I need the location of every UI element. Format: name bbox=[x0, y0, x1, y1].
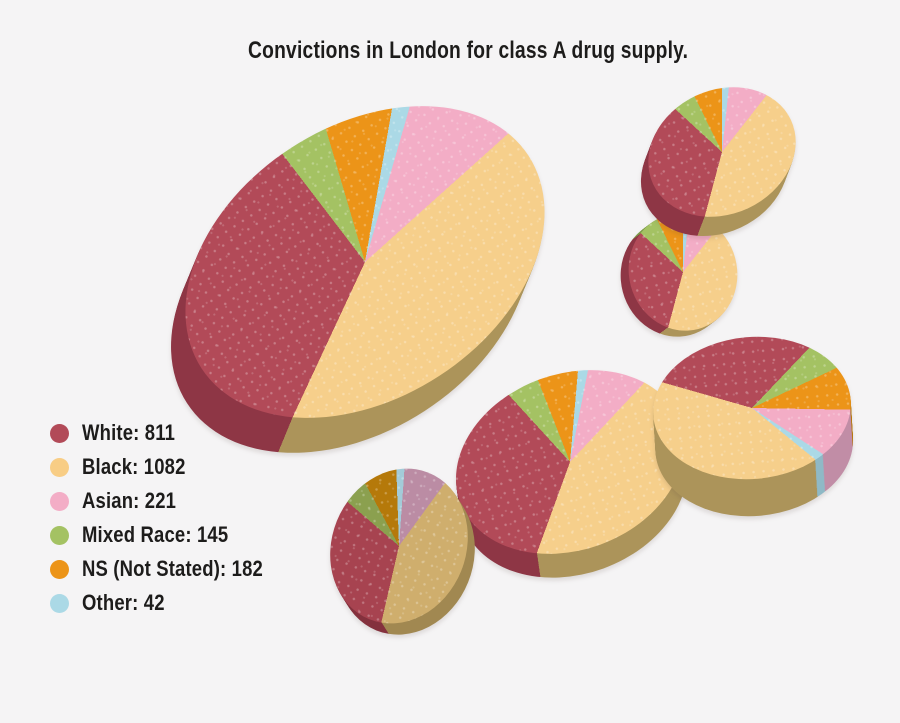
pie-right-large bbox=[647, 328, 860, 525]
legend-item-white: White: 811 bbox=[50, 416, 297, 450]
legend-item-mixed: Mixed Race: 145 bbox=[50, 518, 297, 552]
pie-bottom-left bbox=[307, 447, 498, 656]
legend-item-black: Black: 1082 bbox=[50, 450, 297, 484]
legend-item-other: Other: 42 bbox=[50, 586, 297, 620]
white-color-swatch bbox=[50, 423, 69, 443]
legend-item-label: NS (Not Stated): 182 bbox=[82, 556, 264, 581]
legend-item-label: Asian: 221 bbox=[82, 488, 177, 513]
pie-top-face bbox=[307, 447, 491, 645]
legend: White: 811 Black: 1082 Asian: 221 Mixed Rac… bbox=[50, 416, 297, 620]
mixed-color-swatch bbox=[50, 525, 69, 545]
legend-item-ns: NS (Not Stated): 182 bbox=[50, 552, 297, 586]
chart-title-text: Convictions in London for class A drug s… bbox=[248, 37, 689, 64]
ns-color-swatch bbox=[50, 559, 69, 579]
legend-item-label: Other: 42 bbox=[82, 590, 165, 615]
pie-main-large bbox=[112, 41, 603, 518]
pie-top-right bbox=[619, 63, 818, 260]
pie-texture-overlay bbox=[307, 447, 491, 645]
black-color-swatch bbox=[50, 457, 69, 477]
other-color-swatch bbox=[50, 593, 69, 613]
legend-item-label: Mixed Race: 145 bbox=[82, 522, 229, 547]
legend-item-label: White: 811 bbox=[82, 420, 176, 445]
asian-color-swatch bbox=[50, 491, 69, 511]
legend-item-label: Black: 1082 bbox=[82, 454, 186, 479]
pie-center bbox=[429, 339, 714, 609]
chart-title: Convictions in London for class A drug s… bbox=[248, 37, 798, 65]
legend-item-asian: Asian: 221 bbox=[50, 484, 297, 518]
